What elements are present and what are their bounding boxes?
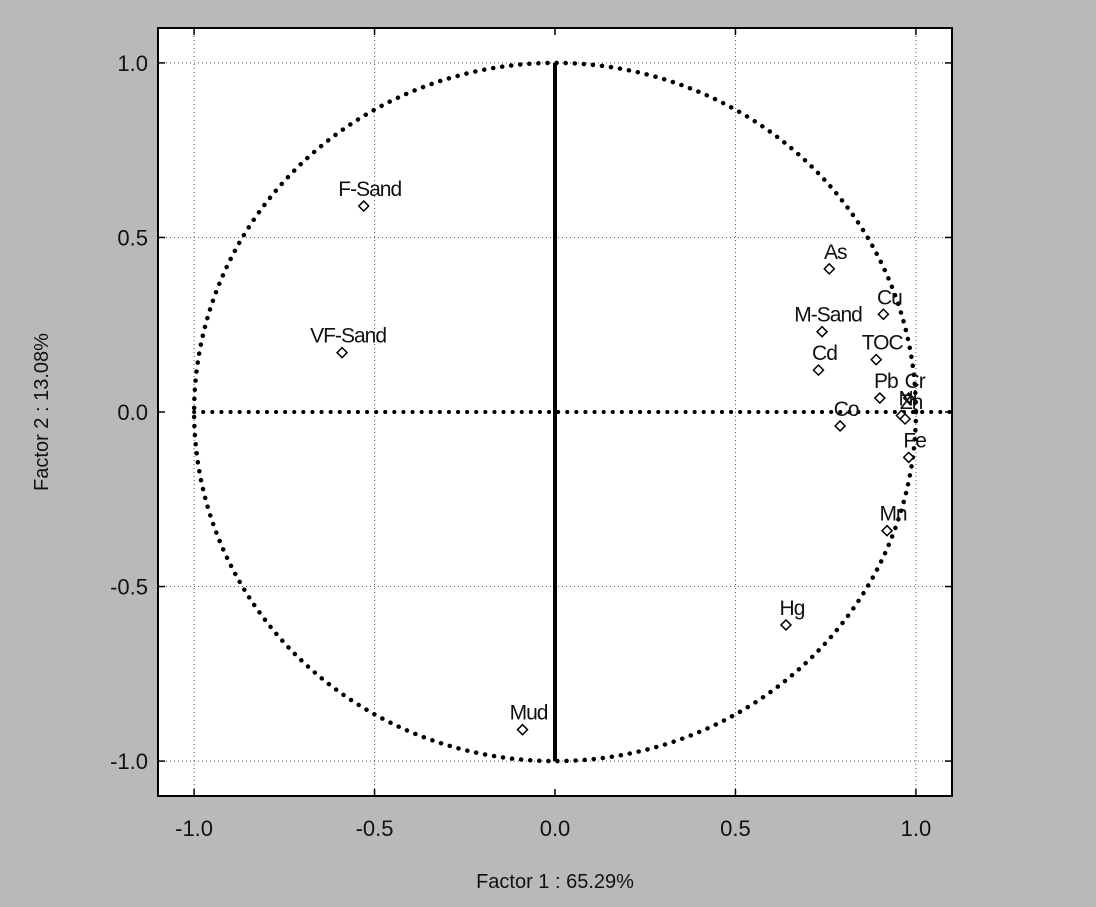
point-marker-1 [336,346,349,359]
point-7: Pb [873,370,899,405]
point-label-15: Mud [510,702,548,725]
point-label-2: As [824,241,847,264]
point-3: Cu [877,286,903,321]
point-5: TOC [862,332,905,366]
point-4: M-Sand [794,304,863,338]
point-marker-12 [902,451,915,464]
x-tick-label-4: 1.0 [901,816,932,841]
point-8: Cr [902,370,927,405]
x-tick-label-2: 0.0 [540,816,571,841]
point-marker-10 [899,412,912,426]
point-label-10: Zn [900,391,923,414]
point-label-0: F-Sand [338,178,401,201]
y-axis-title: Factor 2 : 13.08% [31,333,53,491]
point-2: As [823,241,848,275]
point-marker-6 [812,364,825,377]
y-tick-label-3: -0.5 [110,575,148,600]
y-tick-label-0: 1.0 [117,51,148,76]
tick-labels: -1.0 -0.5 0.0 0.5 1.0 1.0 0.5 0.0 -0.5 -1.0 [110,51,931,841]
point-marker-13 [880,524,894,537]
point-1: VF-Sand [310,325,387,359]
y-tick-label-2: 0.0 [117,400,148,425]
y-tick-label-1: 0.5 [117,225,148,250]
point-0: F-Sand [338,178,402,213]
x-tick-label-3: 0.5 [720,816,751,841]
point-label-7: Pb [874,370,898,393]
point-marker-4 [816,325,829,338]
point-marker-7 [873,391,886,405]
point-marker-11 [834,419,847,433]
point-marker-14 [779,618,793,632]
point-marker-0 [357,199,370,213]
point-label-5: TOC [862,332,904,355]
point-label-8: Cr [905,370,926,393]
y-tick-label-4: -1.0 [110,749,148,774]
point-label-12: Fe [903,429,926,452]
tick-marks [158,28,952,796]
point-12: Fe [902,429,927,464]
point-marker-15 [516,723,529,736]
point-label-9: Ni [899,387,917,410]
point-marker-2 [823,262,836,275]
point-label-1: VF-Sand [310,325,386,348]
point-11: Co [834,398,860,433]
point-label-13: Mn [879,503,906,526]
point-10: Zn [899,391,924,426]
point-marker-8 [902,391,915,405]
x-axis-title: Factor 1 : 65.29% [476,871,634,893]
zero-axes [192,62,954,762]
point-label-4: M-Sand [794,304,862,327]
point-label-6: Cd [812,342,837,365]
point-14: Hg [779,597,806,632]
point-marker-5 [870,353,883,366]
unit-circle [191,60,919,764]
point-label-14: Hg [780,597,805,620]
point-13: Mn [879,503,908,537]
x-tick-label-0: -1.0 [175,816,213,841]
point-marker-3 [877,308,890,321]
point-label-11: Co [834,398,859,421]
unit-circle-path [191,60,919,764]
point-label-3: Cu [877,286,902,309]
x-tick-label-1: -0.5 [356,816,394,841]
point-6: Cd [812,342,838,377]
point-15: Mud [510,702,549,736]
